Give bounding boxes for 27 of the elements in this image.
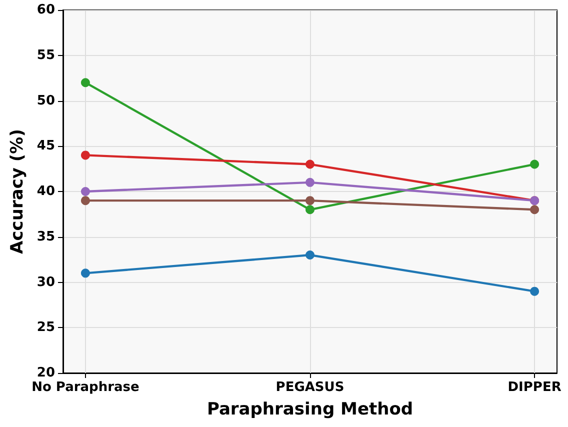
x-tick-label: DIPPER [508,380,562,395]
y-tick-label: 35 [36,229,55,244]
point [530,205,540,214]
point [80,78,90,88]
x-axis-title: Paraphrasing Method [206,400,414,420]
point [80,268,90,278]
y-tick-label: 60 [36,2,55,18]
point [306,196,314,206]
y-tick-label: 50 [36,93,55,108]
y-tick-label: 25 [36,320,55,336]
point [530,286,540,296]
point [306,160,314,169]
x-tick-label: No Paraphrase [32,380,140,395]
point [80,196,90,206]
point [306,178,314,187]
y-tick-label: 40 [36,184,55,199]
y-tick-label: 30 [36,274,55,290]
y-tick-label: 20 [36,366,55,380]
x-tick-label: PEGASUS [276,380,344,395]
point [306,205,314,214]
point [80,187,90,196]
point [306,250,314,260]
y-tick-label: 45 [36,138,55,154]
point [80,150,90,160]
point [530,160,540,169]
y-tick-label: 55 [36,48,55,63]
y-axis-title: Accuracy (%) [8,129,28,254]
